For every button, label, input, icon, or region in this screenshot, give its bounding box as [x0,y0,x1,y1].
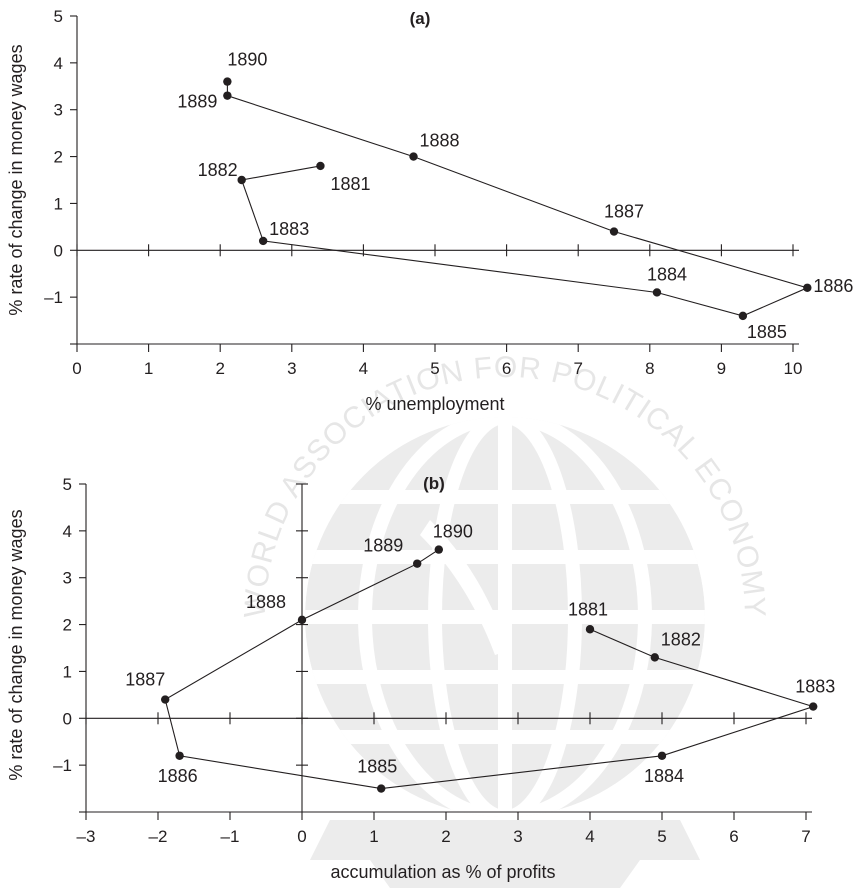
x-tick-label: 1 [144,359,153,378]
x-tick-label: 7 [801,827,810,846]
data-point-label: 1881 [568,599,608,619]
chart-a-y-axis-label: % rate of change in money wages [6,44,26,315]
watermark-gear [310,820,700,888]
data-point [652,288,662,297]
y-tick-label: 3 [63,569,72,588]
data-point-label: 1889 [177,92,217,112]
chart-b-x-axis-label: accumulation as % of profits [330,862,555,882]
y-tick-label: 2 [63,616,72,635]
data-point-label: 1888 [246,592,286,612]
data-point-label: 1886 [158,766,198,786]
data-point-label: 1890 [433,522,473,542]
data-point [657,751,667,760]
data-point-label: 1888 [420,131,460,151]
x-tick-label: 6 [729,827,738,846]
x-tick-label: –3 [77,827,96,846]
y-tick-label: –1 [53,756,72,775]
y-tick-label: 4 [63,522,72,541]
chart-b-title: (b) [423,474,445,493]
y-tick-label: 5 [63,475,72,494]
x-tick-label: 2 [441,827,450,846]
data-point-label: 1889 [363,536,403,556]
x-tick-label: 1 [369,827,378,846]
chart-b-y-axis-label: % rate of change in money wages [6,509,26,780]
watermark-globe [305,417,705,817]
x-tick-label: 6 [502,359,511,378]
y-tick-label: 1 [63,662,72,681]
chart-b-tick-labels: –3 –2 –1 0 1 2 3 4 5 6 7 –1 0 1 2 3 4 5 [53,475,811,846]
x-tick-label: 8 [645,359,654,378]
x-tick-label: 3 [513,827,522,846]
data-point [237,175,246,185]
y-tick-label: 5 [54,7,63,26]
data-point [650,653,659,662]
data-point-label: 1885 [357,757,397,777]
data-point [316,161,325,171]
x-tick-label: 4 [585,827,594,846]
x-tick-label: 4 [359,359,368,378]
x-tick-label: 9 [717,359,726,378]
data-point [609,227,619,236]
y-tick-label: 4 [54,54,63,73]
chart-b-series-line [164,549,816,790]
data-point-label: 1881 [330,174,370,194]
y-tick-label: 0 [63,709,72,728]
chart-a-tick-labels: 0 1 2 3 4 5 6 7 8 9 10 –1 0 1 2 3 4 5 [44,7,802,378]
chart-a-title: (a) [410,9,431,28]
data-point-label: 1883 [269,219,309,239]
data-point-label: 1882 [198,160,238,180]
y-tick-label: 1 [54,194,63,213]
data-point [161,695,170,704]
data-point [738,311,748,321]
data-point [413,559,422,568]
data-point-label: 1883 [795,677,835,697]
x-tick-label: 2 [215,359,224,378]
x-tick-label: 0 [297,827,306,846]
x-tick-label: 5 [657,827,666,846]
chart-b-points: 1881 1882 1883 1884 1885 1886 1887 1888 1889 1890 [125,522,835,793]
data-point-label: 1885 [747,322,787,342]
y-tick-label: –1 [44,288,63,307]
x-tick-label: 10 [784,359,803,378]
data-point [223,91,232,100]
x-tick-label: –2 [149,827,168,846]
watermark-seal: WORLD ASSOCIATION FOR POLITICAL ECONOMY [239,351,770,888]
x-tick-label: 5 [430,359,439,378]
data-point-label: 1884 [647,264,687,284]
x-tick-label: 3 [287,359,296,378]
x-tick-label: –1 [221,827,240,846]
data-point [809,702,818,711]
data-point [175,751,184,760]
y-tick-label: 2 [54,148,63,167]
chart-a-points: 1881 1882 1883 1884 1885 1886 1887 1888 1889 1890 [177,50,853,342]
y-tick-label: 0 [54,241,63,260]
data-point-label: 1887 [125,670,165,690]
data-point [377,784,386,793]
data-point [409,152,418,161]
data-point [223,77,232,86]
data-point-label: 1886 [813,276,853,296]
x-tick-label: 7 [573,359,582,378]
data-point [434,545,443,554]
data-point [297,615,307,625]
data-point-label: 1887 [604,202,644,222]
data-point [585,625,595,634]
chart-b-axes [79,483,812,820]
chart-a-x-axis-label: % unemployment [365,394,504,414]
data-point-label: 1890 [227,50,267,70]
data-point [258,236,268,246]
data-point-label: 1882 [661,629,701,649]
data-point-label: 1884 [644,766,684,786]
data-point [803,283,812,292]
x-tick-label: 0 [72,359,81,378]
chart-a-series-line [226,81,809,317]
y-tick-label: 3 [54,101,63,120]
